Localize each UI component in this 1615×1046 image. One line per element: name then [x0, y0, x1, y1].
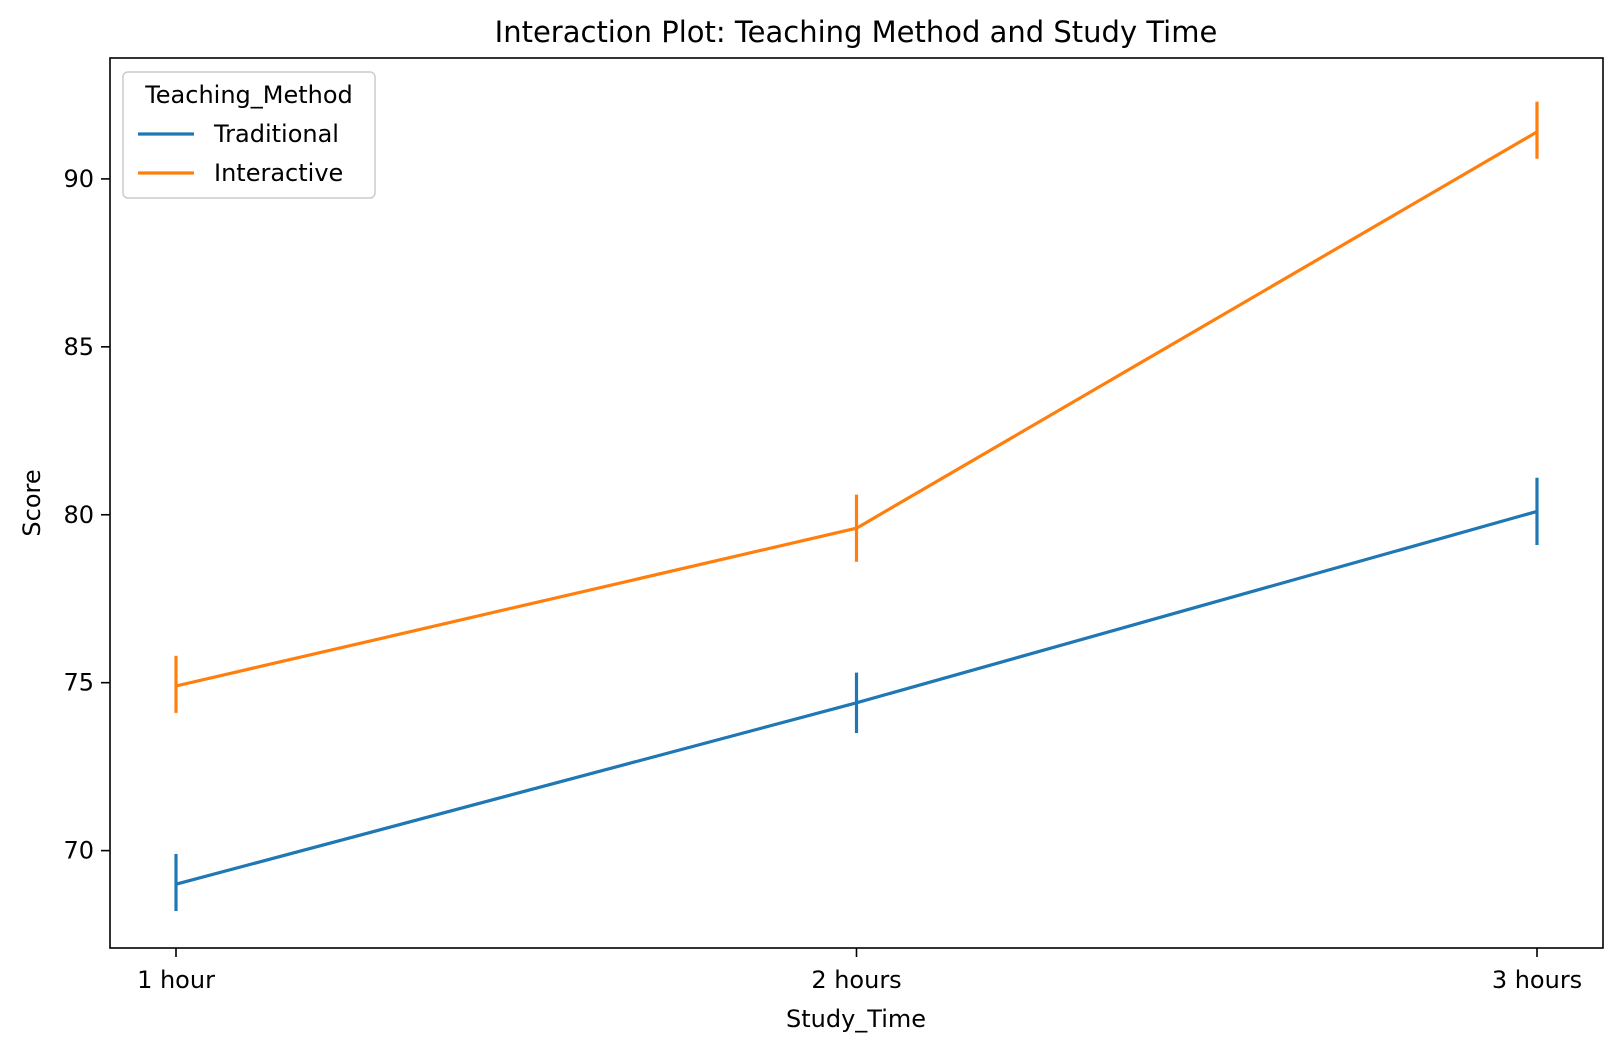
x-axis-label: Study_Time [786, 1005, 926, 1033]
legend-title: Teaching_Method [144, 81, 353, 109]
y-tick-label: 80 [63, 501, 94, 529]
legend-label: Interactive [214, 159, 343, 187]
x-tick-label: 1 hour [137, 966, 215, 994]
legend-box [122, 71, 376, 199]
y-tick-label: 90 [63, 165, 94, 193]
legend: Teaching_Method Traditional Interactive [122, 71, 376, 199]
legend-label: Traditional [213, 120, 339, 148]
series-interactive [174, 101, 1539, 713]
x-tick-label: 3 hours [1492, 966, 1582, 994]
y-tick-label: 85 [63, 333, 94, 361]
x-axis: 1 hour 2 hours 3 hours [137, 948, 1582, 994]
chart-title: Interaction Plot: Teaching Method and St… [495, 15, 1218, 49]
plot-area [174, 101, 1539, 912]
y-axis: 70 75 80 85 90 [63, 165, 110, 865]
y-axis-label: Score [18, 469, 46, 536]
series-traditional [174, 477, 1539, 912]
y-tick-label: 75 [63, 669, 94, 697]
x-tick-label: 2 hours [811, 966, 901, 994]
y-tick-label: 70 [63, 837, 94, 865]
